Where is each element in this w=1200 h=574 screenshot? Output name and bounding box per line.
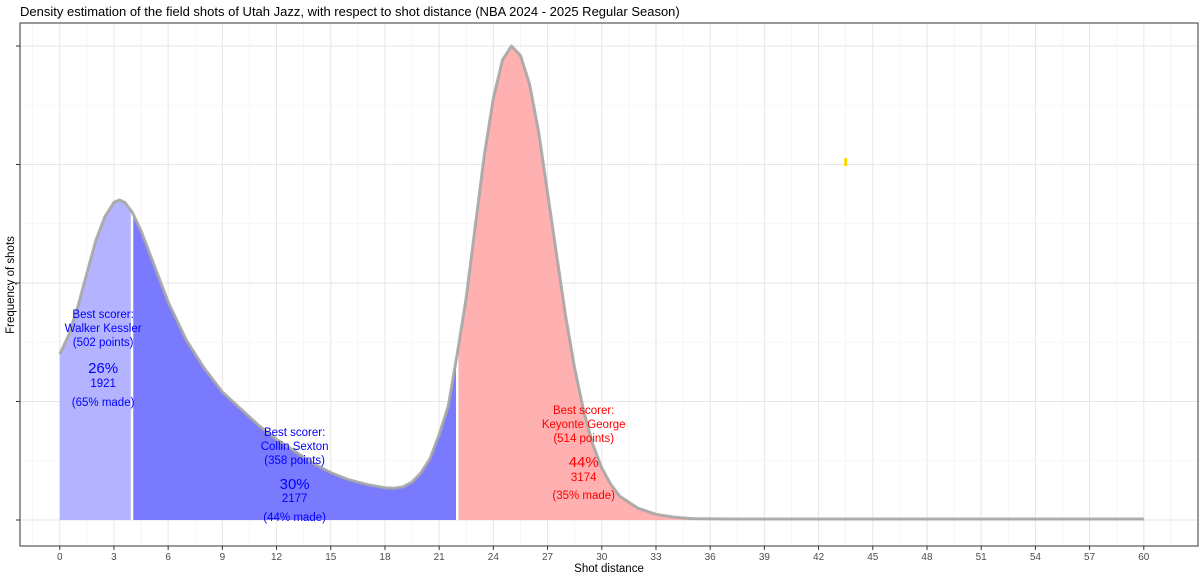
x-tick-label: 15: [325, 552, 337, 563]
shot-count: 2177: [282, 493, 308, 505]
chart-title: Density estimation of the field shots of…: [20, 4, 680, 19]
x-tick-label: 60: [1138, 552, 1150, 563]
zone-2-annotation: Best scorer: Collin Sexton (358 points) 30%…: [261, 427, 329, 524]
shot-share-percent: 26%: [88, 360, 118, 377]
shot-share-percent: 44%: [569, 454, 599, 471]
x-tick-label: 12: [271, 552, 283, 563]
x-axis-ticks: 0 3 6 9 12 15 18 21 24 27 30 33 36 39 42 45 48 51 54 57 60: [57, 546, 1150, 563]
made-percent: (44% made): [263, 512, 326, 524]
x-tick-label: 57: [1084, 552, 1096, 563]
best-scorer-points: (502 points): [73, 337, 134, 349]
shot-share-percent: 30%: [280, 476, 310, 493]
best-scorer-name: Keyonte George: [542, 419, 626, 431]
x-tick-label: 42: [813, 552, 825, 563]
x-tick-label: 18: [379, 552, 391, 563]
x-tick-label: 27: [542, 552, 554, 563]
best-scorer-heading: Best scorer:: [553, 405, 614, 417]
made-percent: (65% made): [72, 397, 135, 409]
x-tick-label: 0: [57, 552, 63, 563]
x-tick-label: 3: [111, 552, 117, 563]
panel-border: [19, 22, 1199, 547]
y-axis-title: Frequency of shots: [5, 236, 17, 334]
best-scorer-points: (514 points): [553, 433, 614, 445]
density-areas: [59, 46, 1144, 521]
x-tick-label: 9: [220, 552, 226, 563]
x-tick-label: 36: [705, 552, 717, 563]
zone-1-area: [59, 200, 133, 521]
x-tick-label: 33: [650, 552, 662, 563]
best-scorer-name: Collin Sexton: [261, 441, 329, 453]
zone-2-area: [132, 211, 458, 520]
y-axis-ticks: [16, 45, 20, 521]
shot-count: 1921: [90, 378, 116, 390]
best-scorer-points: (358 points): [264, 455, 325, 467]
best-scorer-heading: Best scorer:: [72, 309, 133, 321]
made-percent: (35% made): [552, 490, 615, 502]
x-tick-label: 51: [976, 552, 988, 563]
zone-annotations: Best scorer: Walker Kessler (502 points) 26…: [65, 309, 626, 524]
x-tick-label: 54: [1030, 552, 1042, 563]
best-scorer-heading: Best scorer:: [264, 427, 325, 439]
best-scorer-name: Walker Kessler: [65, 323, 142, 335]
x-tick-label: 48: [921, 552, 933, 563]
grid-lines: [20, 23, 1198, 546]
zone-3-annotation: Best scorer: Keyonte George (514 points) 44…: [542, 405, 626, 502]
x-tick-label: 6: [165, 552, 171, 563]
x-axis-title: Shot distance: [574, 563, 644, 574]
x-tick-label: 24: [488, 552, 500, 563]
x-tick-label: 45: [867, 552, 879, 563]
shot-count: 3174: [571, 472, 597, 484]
x-tick-label: 21: [434, 552, 446, 563]
zone-dividers: [130, 211, 459, 520]
x-tick-label: 30: [596, 552, 608, 563]
zone-1-annotation: Best scorer: Walker Kessler (502 points) 26…: [65, 309, 142, 409]
zone-3-area: [457, 46, 1144, 520]
x-tick-label: 39: [759, 552, 771, 563]
stray-mark: [844, 158, 848, 167]
density-curve: [58, 44, 1144, 521]
